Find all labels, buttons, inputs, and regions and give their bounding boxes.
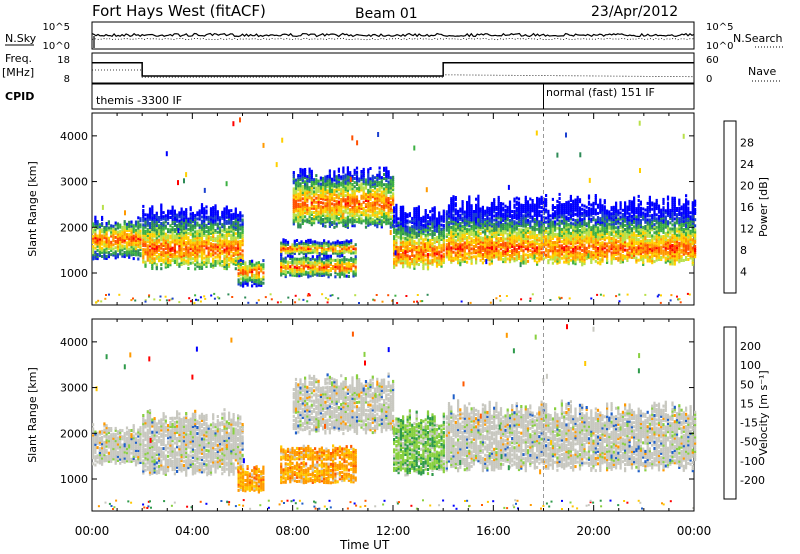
data-band [92,215,142,261]
nave-line [92,69,695,78]
data-band [393,203,445,271]
colorbar-tick-label: 16 [740,201,754,214]
colorbar-tick-label: 4 [740,266,747,279]
nave-label: Nave [748,65,776,78]
beam-label: Beam 01 [355,6,418,22]
colorbar-tick-label: 8 [740,244,747,257]
x-tick-label: 16:00 [476,524,511,538]
data-band [445,399,697,473]
y-tick-label: 3000 [60,382,88,395]
y-axis-label: Slant Range [km] [26,367,39,463]
noise-right-bottom-tick: 10^0 [706,41,733,52]
freq-label: Freq. [5,52,32,65]
cpid-label: CPID [5,90,34,103]
date-label: 23/Apr/2012 [591,4,678,20]
colorbar-frame [723,120,737,294]
data-band [280,444,357,462]
data-band [237,465,265,494]
data-band [393,409,445,477]
colorbar-tick-label: 12 [740,223,754,236]
colorbar-tick-label: -50 [740,436,758,449]
y-axis-label: Slant Range [km] [26,161,39,257]
freq-line [92,62,694,77]
y-tick-label: 3000 [60,176,88,189]
colorbar-tick-label: 15 [740,397,754,410]
colorbar-tick-label: 100 [740,359,761,372]
freq-left-bottom-tick: 8 [64,74,70,85]
freq-right-bottom-tick: 0 [706,74,712,85]
noise-panel: 10^5 10^0 10^5 10^0 N.Sky N.Search [5,21,785,52]
y-tick-label: 4000 [60,130,88,143]
freq-left-top-tick: 18 [57,55,70,66]
data-band [142,203,244,271]
data-band [237,258,265,288]
nsky-label: N.Sky [5,32,37,45]
y-tick-label: 1000 [60,267,88,280]
plot-title: Fort Hays West (fitACF) [92,2,266,20]
freq-right-top-tick: 60 [706,55,719,66]
y-tick-label: 1000 [60,473,88,486]
cpid-segment-label: normal (fast) 151 IF [546,86,655,99]
noise-right-top-tick: 10^5 [706,22,733,33]
x-tick-label: 00:00 [677,524,712,538]
colorbar-tick-label: 50 [740,378,754,391]
colorbar-tick-label: 200 [740,340,761,353]
colorbar-title: Velocity [m s⁻¹] [757,370,770,455]
data-band [280,238,357,256]
data-band [92,422,142,467]
freq-unit-label: [MHz] [2,66,34,79]
cpid-panel: CPID themis -3300 IF normal (fast) 151 I… [5,83,695,110]
y-tick-label: 2000 [60,221,88,234]
x-tick-label: 08:00 [275,524,310,538]
scatter-points [95,117,691,305]
colorbar-tick-label: 20 [740,180,754,193]
colorbar-tick-label: 28 [740,137,754,150]
data-band [445,192,697,267]
velocity-panel: 1000 2000 3000 4000 Slant Range [km] -200 -100… [26,318,770,512]
noise-left-top-tick: 10^5 [43,22,70,33]
scatter-points [95,324,695,510]
x-tick-label: 00:00 [75,524,110,538]
colorbar-tick-label: 24 [740,158,754,171]
colorbar-tick-label: -100 [740,455,765,468]
power-panel: 1000 2000 3000 4000 Slant Range [km] 4 8 12 16 20… [26,112,770,306]
noise-search-line [91,37,695,41]
x-axis-label: Time UT [339,538,390,552]
data-band [280,458,357,485]
nsearch-label: N.Search [733,32,783,45]
x-tick-label: 12:00 [376,524,411,538]
colorbar-tick-label: -200 [740,474,765,487]
freq-panel: 18 8 60 0 Freq. [MHz] Nave [2,52,780,85]
colorbar-tick-label: -15 [740,417,758,430]
cpid-segment-label: themis -3300 IF [96,94,182,107]
colorbar-frame [723,326,737,500]
noise-sky-line [91,32,695,48]
x-tick-label: 04:00 [175,524,210,538]
y-tick-label: 4000 [60,336,88,349]
noise-left-bottom-tick: 10^0 [43,41,70,52]
y-tick-label: 2000 [60,427,88,440]
colorbar-title: Power [dB] [757,177,770,237]
x-tick-label: 20:00 [576,524,611,538]
data-band [292,166,395,229]
